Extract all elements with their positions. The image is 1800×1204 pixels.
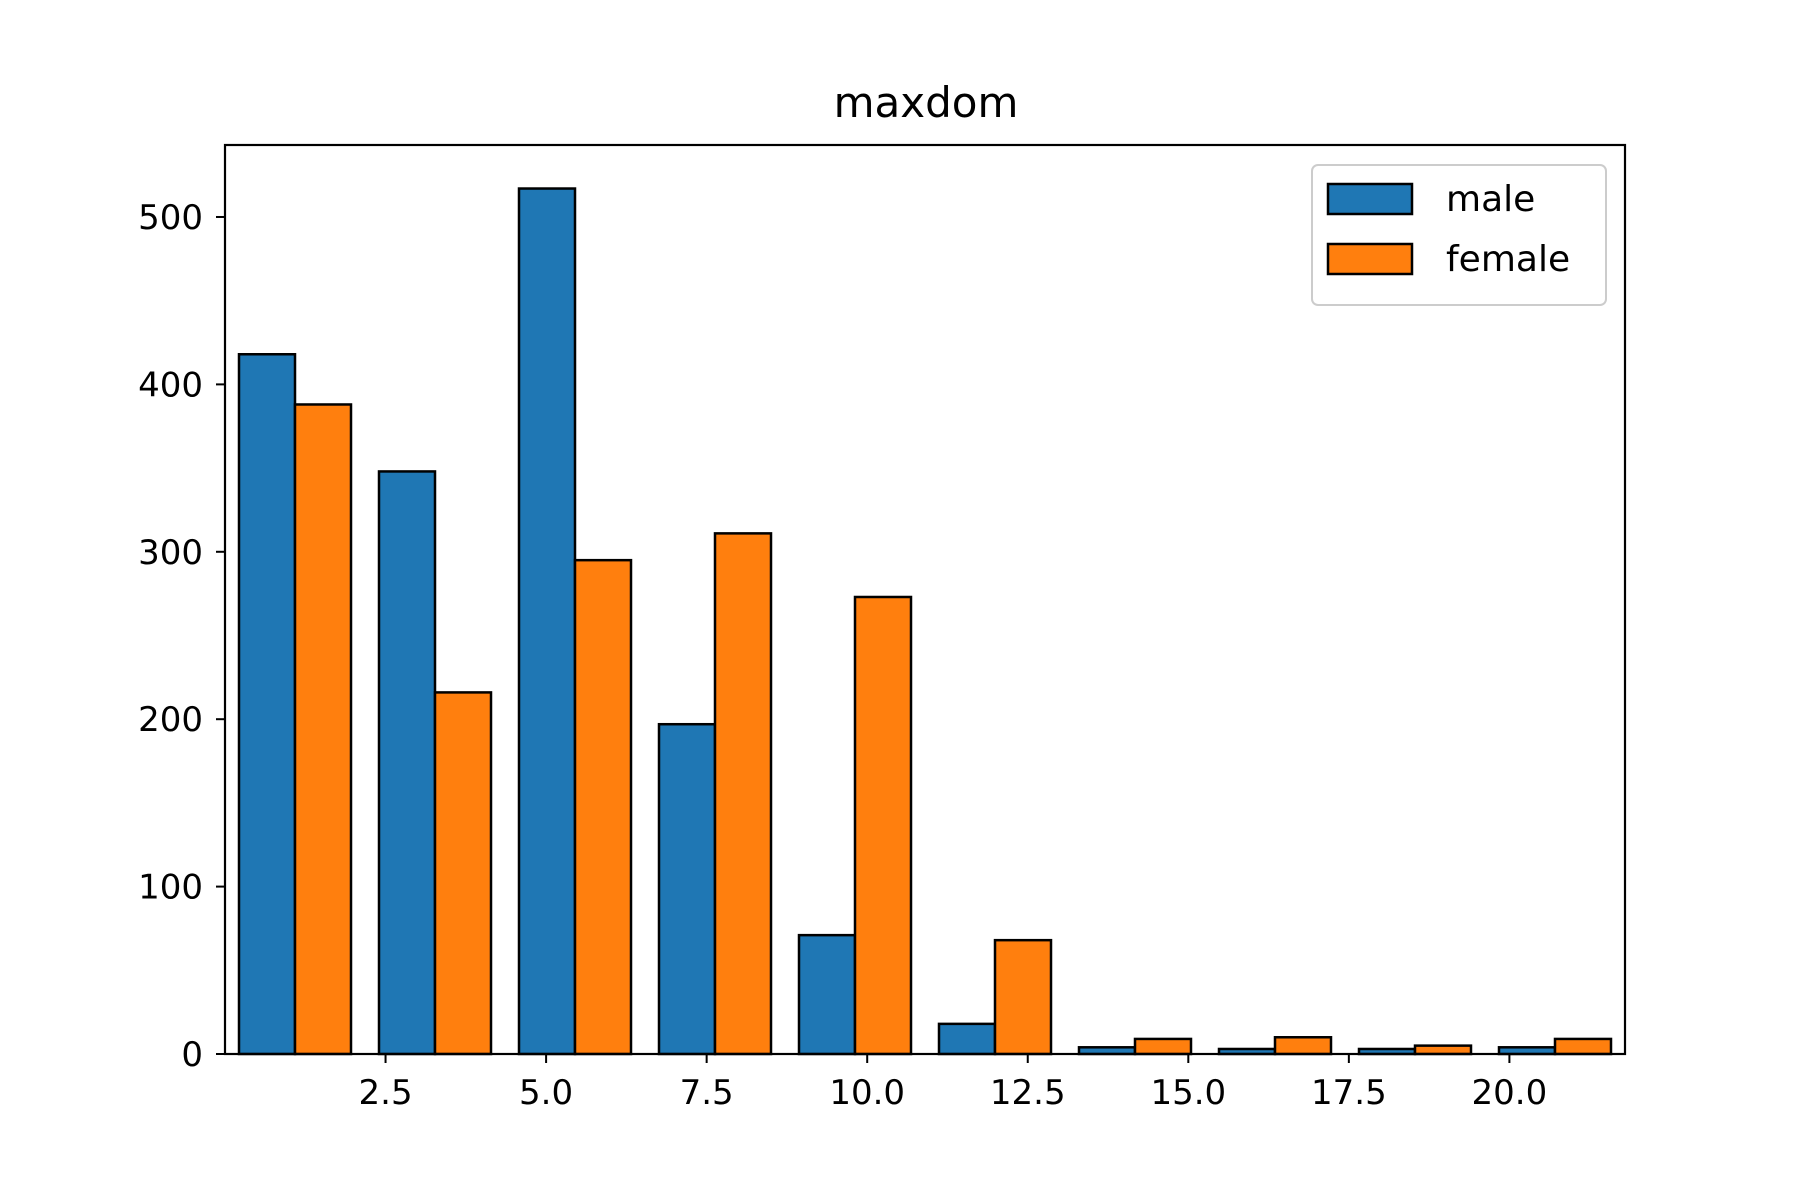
bar-male-5 [797,933,857,1056]
chart-title: maxdom [834,78,1019,127]
bar-male-4 [657,722,717,1056]
x-tick-label: 2.5 [359,1073,413,1113]
bar-female-10 [1553,1037,1613,1056]
y-tick-label: 100 [138,868,203,908]
bar-female-6 [993,938,1053,1056]
x-axis: 2.5 5.0 7.5 10.0 12.5 15.0 17.5 20.0 [359,1054,1548,1113]
y-tick-label: 400 [138,365,203,405]
x-tick-label: 17.5 [1311,1073,1387,1113]
x-tick-label: 7.5 [680,1073,734,1113]
y-axis: 0 100 200 300 400 500 [138,198,225,1075]
y-tick-label: 300 [138,533,203,573]
bar-female-9 [1413,1044,1473,1056]
bar-female-3 [573,558,633,1056]
bar-female-1 [293,403,353,1056]
bar-male-1 [237,353,297,1056]
legend-label-male: male [1446,179,1535,220]
x-tick-label: 12.5 [990,1073,1066,1113]
x-tick-label: 5.0 [519,1073,573,1113]
bar-female-8 [1273,1036,1333,1056]
x-tick-label: 10.0 [829,1073,905,1113]
bar-female-5 [853,595,913,1056]
y-tick-label: 200 [138,700,203,740]
bar-male-2 [377,470,437,1056]
legend-label-female: female [1446,239,1570,280]
y-tick-label: 0 [181,1035,203,1075]
x-tick-label: 15.0 [1150,1073,1226,1113]
legend-swatch-female [1326,242,1414,276]
bar-female-4 [713,532,773,1056]
x-tick-label: 20.0 [1472,1073,1548,1113]
legend-swatch-male [1326,182,1414,216]
bar-male-3 [517,187,577,1056]
bars-layer [237,187,1613,1056]
bar-female-2 [433,691,493,1056]
bar-male-6 [937,1022,997,1056]
legend: male female [1311,164,1607,306]
y-tick-label: 500 [138,198,203,238]
bar-female-7 [1133,1037,1193,1056]
plot-frame [223,143,1627,1056]
